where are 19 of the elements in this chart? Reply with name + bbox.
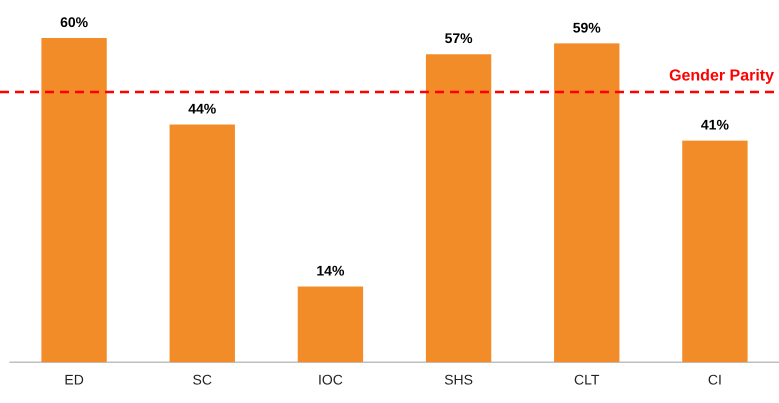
data-label: 14% <box>316 262 345 278</box>
data-label: 59% <box>572 19 602 36</box>
x-tick-label: SHS <box>444 371 473 388</box>
bar <box>298 286 364 362</box>
bar <box>426 54 492 362</box>
bar <box>682 140 748 362</box>
x-tick-label: IOC <box>318 371 343 388</box>
data-label: 44% <box>188 100 217 116</box>
x-tick-label: SC <box>192 371 212 388</box>
bar <box>554 43 620 362</box>
x-tick-label: CLT <box>574 371 600 388</box>
x-tick-label: ED <box>64 371 84 388</box>
x-tick-label: CI <box>708 371 722 388</box>
data-label: 41% <box>700 116 730 133</box>
bar <box>41 38 107 362</box>
data-label: 60% <box>60 14 89 30</box>
data-label: 57% <box>444 30 474 46</box>
ref-line-label: Gender Parity <box>669 67 774 84</box>
bar <box>170 124 235 362</box>
